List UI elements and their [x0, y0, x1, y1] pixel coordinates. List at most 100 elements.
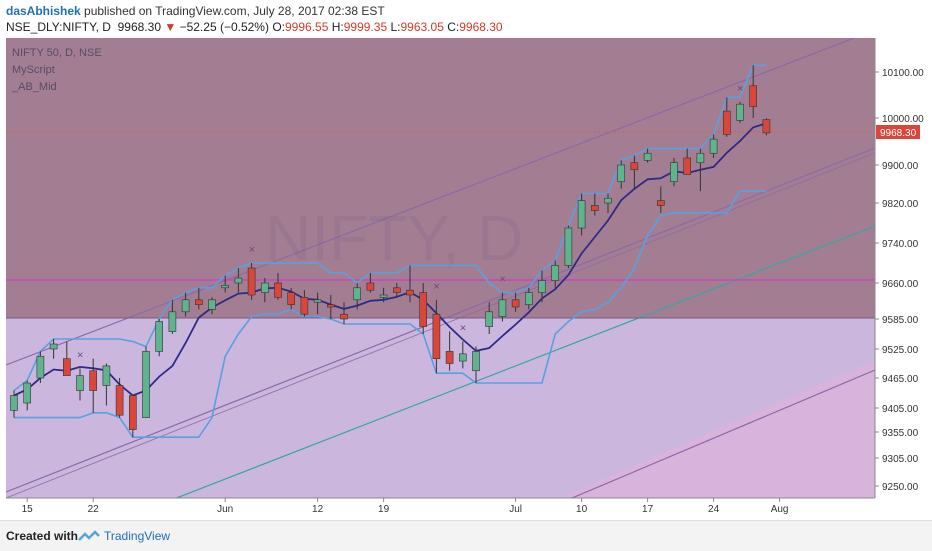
candle — [366, 273, 375, 293]
x-tick-label: 12 — [312, 504, 324, 515]
candle — [630, 155, 639, 189]
candle — [115, 378, 124, 418]
candle-body — [485, 311, 494, 327]
candle-body — [353, 287, 362, 301]
candle — [287, 287, 296, 310]
pivot-marker: × — [249, 244, 255, 256]
low-value: 9963.05 — [400, 20, 444, 34]
candle — [168, 299, 177, 334]
legend-script: MyScript — [12, 64, 55, 76]
candle — [353, 283, 362, 310]
legend-symbol: NIFTY 50, D, NSE — [12, 47, 102, 59]
author-name[interactable]: dasAbhishek — [6, 4, 81, 18]
candle — [208, 297, 216, 315]
candle — [49, 339, 58, 359]
candle-body — [472, 351, 480, 372]
candle-body — [168, 311, 177, 332]
candle-body — [551, 265, 560, 281]
candle — [577, 193, 586, 236]
candle — [538, 270, 546, 303]
price-change: −52.25 (−0.52%) — [179, 20, 269, 34]
candle-body — [62, 358, 71, 376]
y-tick-label: 9660.00 — [882, 279, 919, 290]
candle-body — [577, 200, 586, 229]
candle-body — [115, 385, 124, 416]
candle-body — [247, 267, 256, 296]
candle — [432, 299, 441, 374]
candle — [181, 292, 190, 317]
x-tick-label: 10 — [576, 504, 588, 515]
candle — [195, 287, 203, 310]
y-tick-label: 9525.00 — [882, 345, 919, 356]
candle — [102, 363, 111, 406]
x-tick-label: Jun — [217, 504, 233, 515]
ohlc-line: NSE_DLY:NIFTY, D 9968.30 ▼ −52.25 (−0.52… — [6, 20, 503, 34]
price-badge-label: 9968.30 — [880, 128, 917, 139]
candle-body — [736, 103, 744, 121]
down-arrow-icon: ▼ — [164, 20, 177, 34]
candle — [247, 263, 256, 300]
price-badge-group: 9968.30 — [876, 125, 920, 139]
candle-body — [313, 299, 322, 303]
low-label: L: — [390, 20, 401, 34]
x-tick-label: 17 — [642, 504, 654, 515]
channel-lower-line — [570, 369, 875, 498]
candle-body — [181, 299, 190, 313]
candle-body — [722, 110, 731, 135]
y-tick-label: 9250.00 — [882, 482, 919, 493]
regression-line — [174, 225, 875, 498]
y-tick-label: 9740.00 — [882, 239, 919, 250]
candle — [274, 273, 282, 300]
candle — [485, 302, 494, 334]
candle — [10, 390, 18, 418]
candle — [709, 134, 718, 158]
candle — [696, 148, 705, 192]
pivot-marker: × — [77, 349, 83, 361]
footer-bar: Created with TradingView — [0, 520, 932, 551]
x-tick-label: Aug — [771, 504, 789, 515]
candle-body — [524, 292, 533, 305]
close-label: C: — [447, 20, 460, 34]
candle-body — [709, 138, 718, 154]
candle — [62, 341, 71, 376]
publish-info: published on TradingView.com, July 28, 2… — [80, 4, 385, 18]
open-label: O: — [272, 20, 285, 34]
channel-upper-line — [6, 38, 856, 366]
candle-body — [498, 299, 507, 317]
candle — [617, 160, 626, 189]
candle — [379, 287, 388, 303]
candle-body — [643, 152, 652, 161]
created-with-label: Created with — [6, 529, 79, 543]
candle-body — [76, 375, 84, 391]
candle-body — [142, 351, 150, 418]
candle — [458, 341, 467, 369]
upper-zone — [6, 38, 875, 318]
candle — [300, 290, 309, 317]
candle-body — [340, 313, 348, 320]
candle — [749, 65, 758, 118]
candle — [722, 97, 731, 137]
high-value: 9999.35 — [343, 20, 388, 34]
x-tick-label: 19 — [378, 504, 390, 515]
candle — [604, 193, 612, 213]
candle-body — [155, 321, 163, 352]
price-badge — [876, 125, 920, 139]
candle-body — [102, 365, 111, 386]
candle-body — [195, 299, 203, 305]
candle — [36, 351, 45, 383]
candle-body — [419, 292, 428, 327]
pivot-marker: × — [460, 323, 466, 335]
candle — [736, 101, 744, 123]
candle-body — [590, 205, 599, 211]
candle-body — [604, 197, 612, 204]
price-chart[interactable]: NIFTY, D × × × × × × 10100.00 10000.00 9900.00 9… — [0, 0, 932, 520]
candle-body — [89, 370, 97, 391]
candle-body — [10, 395, 18, 411]
candle — [643, 148, 652, 163]
candle — [313, 292, 322, 315]
candle — [129, 395, 137, 438]
y-tick-label: 9900.00 — [882, 161, 919, 172]
tradingview-link[interactable]: TradingView — [104, 529, 171, 543]
candle-body — [696, 152, 705, 163]
open-value: 9996.55 — [285, 20, 329, 34]
